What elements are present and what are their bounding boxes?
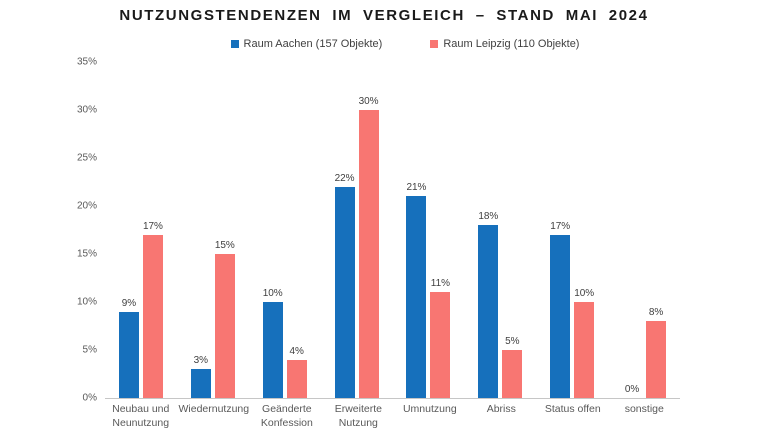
x-category-label: Umnutzung	[402, 403, 457, 415]
bar-column: 9%	[118, 62, 139, 398]
legend-item-0: Raum Aachen (157 Objekte)	[230, 38, 383, 50]
bar-column: 3%	[190, 62, 211, 398]
y-axis: 0% 5% 10% 15% 20% 25% 30% 35%	[0, 57, 97, 404]
bar	[334, 186, 355, 398]
bar-group: 22% 30%	[321, 62, 393, 398]
bar-group: 17% 10%	[536, 62, 608, 398]
bar-column: 10%	[262, 62, 283, 398]
bar-data-label: 9%	[121, 297, 137, 309]
bar-data-label: 5%	[505, 336, 520, 347]
bar-group: 10% 4%	[249, 62, 321, 398]
bar-data-label: 11%	[430, 278, 451, 290]
bar-column: 15%	[214, 62, 235, 398]
bar-data-label: 30%	[358, 96, 379, 107]
bar	[142, 234, 163, 398]
x-category-label: Neubau und Neunutzung	[112, 403, 170, 429]
bar-group: 9% 17%	[105, 62, 177, 398]
bar	[118, 311, 139, 398]
bar-column: 0%	[622, 62, 642, 398]
bar-column: 4%	[286, 62, 307, 398]
chart-legend: Raum Aachen (157 Objekte) Raum Leipzig (1…	[105, 38, 705, 50]
x-category-label: sonstige	[624, 403, 664, 415]
bar-data-label: 0%	[624, 384, 640, 395]
bar	[190, 369, 211, 398]
legend-swatch-icon	[430, 40, 439, 48]
bar-column: 22%	[334, 62, 355, 398]
legend-swatch-icon	[230, 40, 239, 48]
bar-group: 3% 15%	[177, 62, 249, 398]
bar-data-label: 15%	[214, 240, 235, 251]
x-category-label: Status offen	[544, 403, 601, 415]
y-tick-label: 0%	[82, 392, 97, 404]
x-category-label: Wiedernutzung	[178, 403, 250, 415]
bar-column: 21%	[406, 62, 426, 398]
bar-column: 17%	[550, 62, 570, 398]
bar	[286, 359, 307, 398]
bar	[214, 254, 235, 398]
plot-area: 9% 17% 3% 15% 10% 4% 22% 30% 21% 11% 18% 5% 17% 10% 0%…	[105, 62, 680, 399]
bar-data-label: 10%	[574, 288, 595, 299]
bar-column: 10%	[574, 62, 594, 398]
bar-data-label: 3%	[193, 355, 209, 367]
bar-data-label: 4%	[289, 345, 304, 357]
y-tick-label: 5%	[82, 344, 97, 356]
bar-group: 18% 5%	[464, 62, 536, 398]
bar-data-label: 18%	[478, 211, 499, 223]
bar	[358, 110, 379, 398]
y-tick-label: 35%	[76, 56, 97, 68]
y-tick-label: 15%	[76, 248, 97, 260]
bar-column: 17%	[142, 62, 163, 398]
bar-groups: 9% 17% 3% 15% 10% 4% 22% 30% 21% 11% 18% 5% 17% 10% 0%…	[105, 62, 680, 398]
bar	[550, 234, 571, 398]
bar-data-label: 22%	[334, 172, 355, 184]
y-tick-label: 10%	[76, 296, 97, 308]
bar-data-label: 17%	[550, 220, 571, 232]
bar	[406, 196, 427, 398]
bar-data-label: 10%	[262, 288, 283, 299]
legend-item-1: Raum Leipzig (110 Objekte)	[430, 38, 579, 50]
y-tick-label: 20%	[76, 200, 97, 212]
y-tick-label: 30%	[76, 104, 97, 116]
bar-column: 8%	[646, 62, 667, 398]
x-category-label: Geänderte Konfession	[260, 403, 313, 429]
bar-group: 21% 11%	[393, 62, 465, 398]
bar	[262, 302, 283, 398]
bar	[478, 225, 499, 398]
legend-label: Raum Aachen (157 Objekte)	[243, 38, 383, 50]
bar	[502, 350, 523, 398]
bar	[574, 302, 595, 398]
bar-column: 5%	[502, 62, 523, 398]
bar-data-label: 8%	[648, 307, 664, 319]
bar-data-label: 21%	[406, 182, 427, 194]
bar	[646, 321, 667, 398]
y-tick-label: 25%	[76, 152, 97, 164]
bar-group: 0% 8%	[608, 62, 680, 398]
x-category-label: Abriss	[486, 403, 516, 415]
bar-column: 30%	[358, 62, 379, 398]
legend-label: Raum Leipzig (110 Objekte)	[443, 38, 580, 50]
x-axis: Neubau und Neunutzung Wiedernutzung Geände…	[105, 403, 680, 430]
bar-column: 18%	[478, 62, 498, 398]
x-category-label: Erweiterte Nutzung	[334, 403, 382, 429]
bar-column: 11%	[430, 62, 451, 398]
bar-data-label: 17%	[142, 220, 163, 232]
bar	[430, 292, 451, 398]
chart-title: NUTZUNGSTENDENZEN IM VERGLEICH – STAND M…	[119, 7, 649, 24]
